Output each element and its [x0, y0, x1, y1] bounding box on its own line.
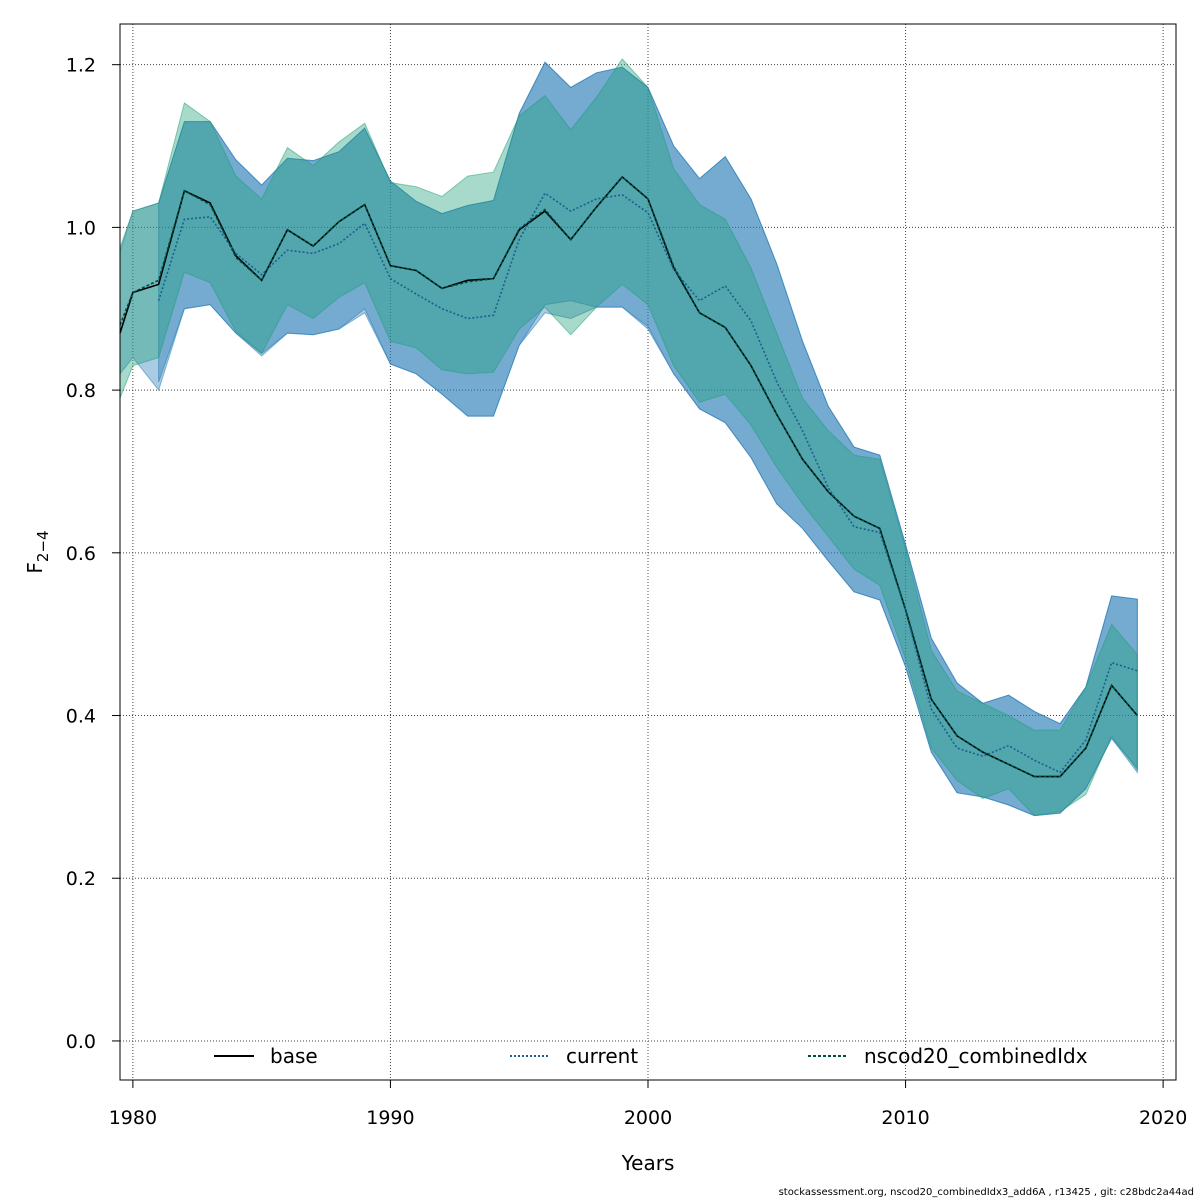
y-tick-label: 0.8 — [66, 380, 96, 402]
x-tick-label: 2020 — [1139, 1107, 1187, 1129]
confidence-band-nscod20_combinedIdx — [119, 58, 1138, 817]
y-tick-label: 0.4 — [66, 706, 96, 728]
grid — [120, 24, 1176, 1080]
y-axis-label: F2−4 — [23, 530, 52, 573]
x-tick-label: 1980 — [109, 1107, 157, 1129]
x-tick-label: 2000 — [624, 1107, 672, 1129]
confidence-bands — [119, 58, 1138, 817]
y-tick-label: 0.6 — [66, 543, 96, 565]
x-tick-label: 2010 — [881, 1107, 929, 1129]
y-tick-label: 1.0 — [66, 217, 96, 239]
legend-label-nscod20_combinedIdx: nscod20_combinedIdx — [864, 1044, 1088, 1068]
y-axis-label-sub: 2−4 — [34, 530, 52, 562]
y-axis-label-main: F — [23, 562, 47, 574]
legend: base current nscod20_combinedIdx — [214, 1044, 1088, 1068]
x-axis: 1980 1990 2000 2010 2020 — [109, 1080, 1187, 1129]
y-tick-label: 0.0 — [66, 1031, 96, 1053]
x-tick-label: 1990 — [366, 1107, 414, 1129]
y-tick-label: 0.2 — [66, 868, 96, 890]
x-axis-label: Years — [621, 1151, 675, 1175]
legend-label-current: current — [566, 1044, 638, 1068]
y-tick-label: 1.2 — [66, 55, 96, 77]
y-axis: 0.0 0.2 0.4 0.6 0.8 1.0 1.2 — [66, 55, 120, 1053]
series-line-current — [157, 192, 1138, 774]
legend-label-base: base — [270, 1044, 318, 1068]
series-line-nscod20_combinedIdx — [119, 175, 1138, 778]
confidence-band-current — [158, 61, 1138, 817]
series-lines — [119, 175, 1138, 778]
footer-caption: stockassessment.org, nscod20_combinedIdx… — [778, 1187, 1194, 1198]
